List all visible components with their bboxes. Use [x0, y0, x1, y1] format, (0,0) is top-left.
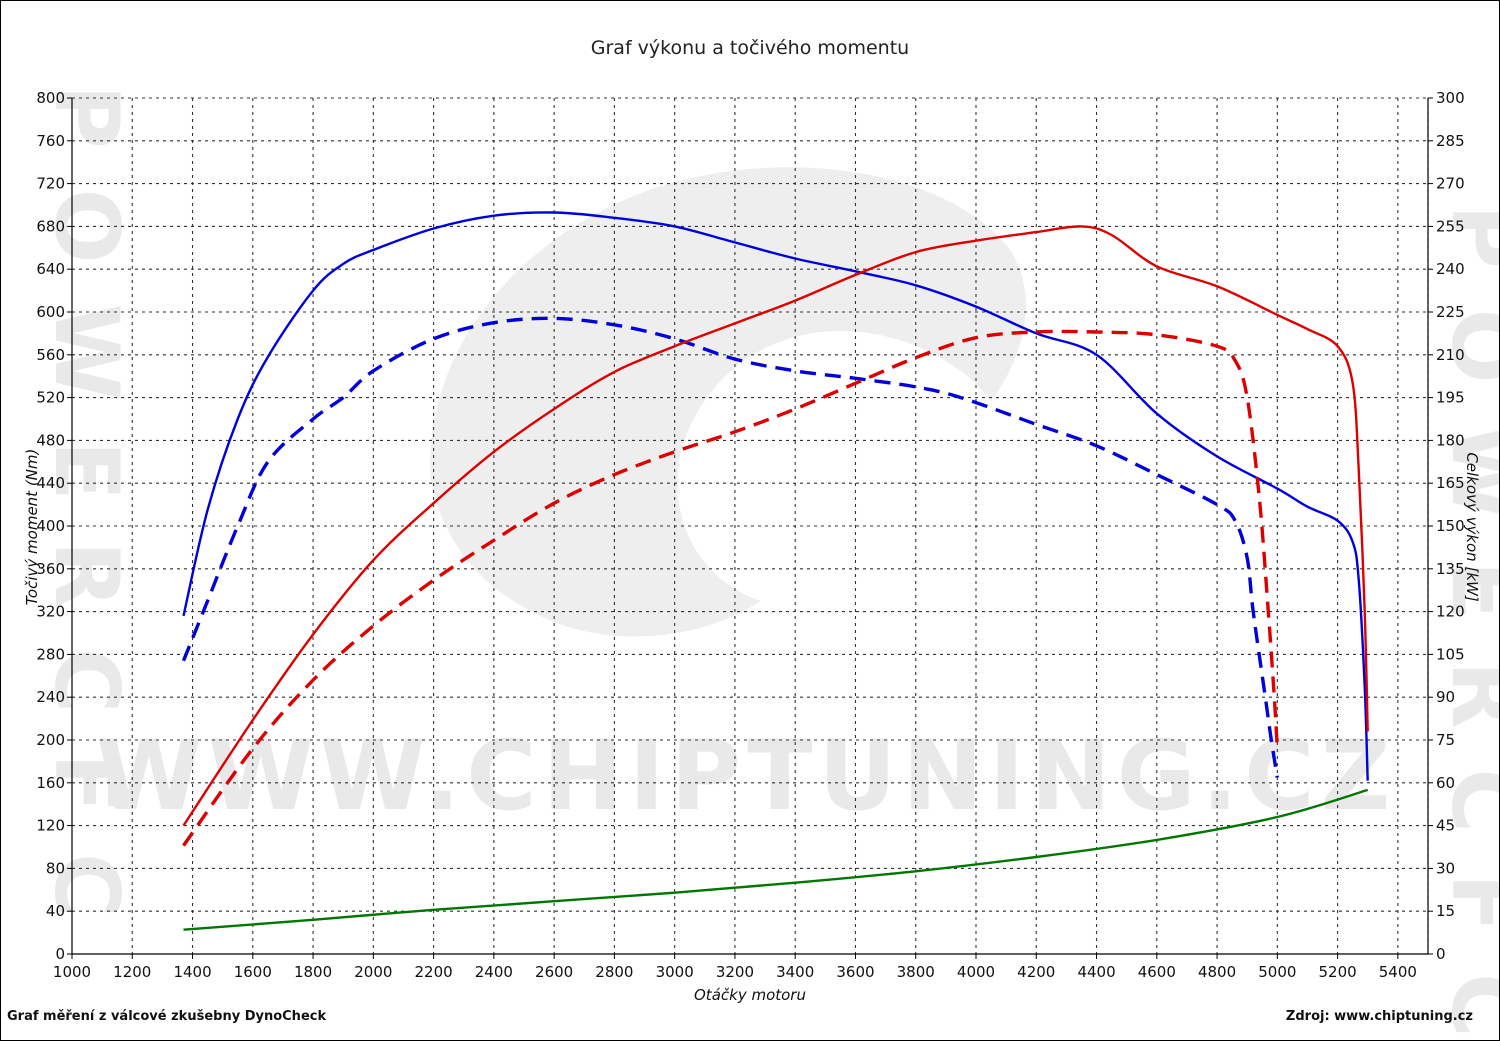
- y-right-tick-label: 165: [1436, 474, 1465, 492]
- watermark-site: WWW.CHIPTUNING.CZ: [96, 720, 1396, 832]
- y-right-tick-label: 210: [1436, 346, 1465, 364]
- y-right-tick-label: 30: [1436, 859, 1455, 877]
- y-right-tick-label: 15: [1436, 902, 1455, 920]
- y-axis-label-left: Točivý moment (Nm): [23, 449, 41, 606]
- x-tick-label: 3000: [656, 963, 694, 981]
- y-right-tick-label: 135: [1436, 560, 1465, 578]
- x-tick-label: 2800: [595, 963, 633, 981]
- chart-series: [181, 211, 1369, 931]
- y-right-tick-label: 270: [1436, 175, 1465, 193]
- y-right-tick-label: 300: [1436, 89, 1465, 107]
- y-right-tick-label: 180: [1436, 431, 1465, 449]
- y-right-tick-label: 105: [1436, 645, 1465, 663]
- y-right-tick-label: 60: [1436, 774, 1455, 792]
- x-tick-label: 5000: [1258, 963, 1296, 981]
- y-left-tick-label: 520: [36, 389, 65, 407]
- y-right-tick-label: 90: [1436, 688, 1455, 706]
- y-right-tick-label: 75: [1436, 731, 1455, 749]
- x-tick-label: 1000: [53, 963, 91, 981]
- y-left-tick-label: 680: [36, 217, 65, 235]
- y-left-tick-label: 320: [36, 603, 65, 621]
- y-left-tick-label: 160: [36, 774, 65, 792]
- blue-solid-series-line: [182, 211, 1369, 781]
- chart-axes: 1000 1200 1400 1600 1800 2000 2200 2400 2600 2800…: [36, 89, 1464, 981]
- x-tick-label: 2400: [475, 963, 513, 981]
- green-solid-series-line: [183, 788, 1369, 931]
- footer-source-left: Graf měření z válcové zkušebny DynoCheck: [7, 1009, 326, 1024]
- y-left-tick-label: 800: [36, 89, 65, 107]
- x-tick-label: 3400: [776, 963, 814, 981]
- y-right-tick-label: 285: [1436, 132, 1465, 150]
- x-tick-label: 5200: [1319, 963, 1357, 981]
- watermark-left-vertical: POWERCFC: [35, 84, 138, 958]
- x-axis-label: Otáčky motoru: [694, 986, 806, 1004]
- x-tick-label: 2000: [354, 963, 392, 981]
- y-left-tick-label: 40: [46, 902, 65, 920]
- y-left-tick-label: 280: [36, 645, 65, 663]
- x-tick-label: 5400: [1379, 963, 1417, 981]
- x-tick-label: 3600: [836, 963, 874, 981]
- y-left-tick-label: 440: [36, 474, 65, 492]
- y-left-tick-label: 600: [36, 303, 65, 321]
- chart-title: Graf výkonu a točivého momentu: [591, 37, 909, 59]
- x-tick-label: 4800: [1198, 963, 1236, 981]
- y-left-tick-label: 720: [36, 175, 65, 193]
- y-right-tick-label: 120: [1436, 603, 1465, 621]
- red-solid-series-line: [182, 225, 1369, 827]
- y-left-tick-label: 120: [36, 817, 65, 835]
- y-right-tick-label: 150: [1436, 517, 1465, 535]
- y-left-tick-label: 640: [36, 260, 65, 278]
- y-right-tick-label: 240: [1436, 260, 1465, 278]
- x-tick-label: 3800: [897, 963, 935, 981]
- x-tick-label: 1800: [294, 963, 332, 981]
- y-left-tick-label: 400: [36, 517, 65, 535]
- y-axis-label-right: Celkový výkon [kW]: [1463, 452, 1481, 602]
- x-tick-label: 2600: [535, 963, 573, 981]
- footer-source-right: Zdroj: www.chiptuning.cz: [1286, 1009, 1473, 1024]
- y-right-tick-label: 255: [1436, 217, 1465, 235]
- y-right-tick-label: 225: [1436, 303, 1465, 321]
- x-tick-label: 4400: [1077, 963, 1115, 981]
- chart-grid: [72, 97, 1429, 954]
- blue-dashed-series-line: [181, 316, 1279, 778]
- watermark-right-vertical: POWERCFC: [1432, 204, 1499, 1040]
- y-left-tick-label: 200: [36, 731, 65, 749]
- y-left-tick-label: 0: [55, 945, 65, 963]
- y-left-tick-label: 360: [36, 560, 65, 578]
- x-tick-label: 1400: [173, 963, 211, 981]
- red-dashed-series-line: [182, 329, 1279, 847]
- y-right-tick-label: 195: [1436, 389, 1465, 407]
- y-left-tick-label: 560: [36, 346, 65, 364]
- x-tick-label: 1600: [234, 963, 272, 981]
- y-right-tick-label: 0: [1436, 945, 1446, 963]
- y-right-tick-label: 45: [1436, 817, 1455, 835]
- y-left-tick-label: 760: [36, 132, 65, 150]
- y-left-tick-label: 80: [46, 859, 65, 877]
- x-tick-label: 1200: [113, 963, 151, 981]
- x-tick-label: 2200: [415, 963, 453, 981]
- x-tick-label: 4000: [957, 963, 995, 981]
- watermark-layer: WWW.CHIPTUNING.CZ POWERCFC POWERCFC: [35, 84, 1499, 1040]
- x-tick-label: 3200: [716, 963, 754, 981]
- x-tick-label: 4600: [1138, 963, 1176, 981]
- watermark-emblem: [430, 167, 1026, 637]
- x-tick-label: 4200: [1017, 963, 1055, 981]
- y-left-tick-label: 240: [36, 688, 65, 706]
- y-left-tick-label: 480: [36, 431, 65, 449]
